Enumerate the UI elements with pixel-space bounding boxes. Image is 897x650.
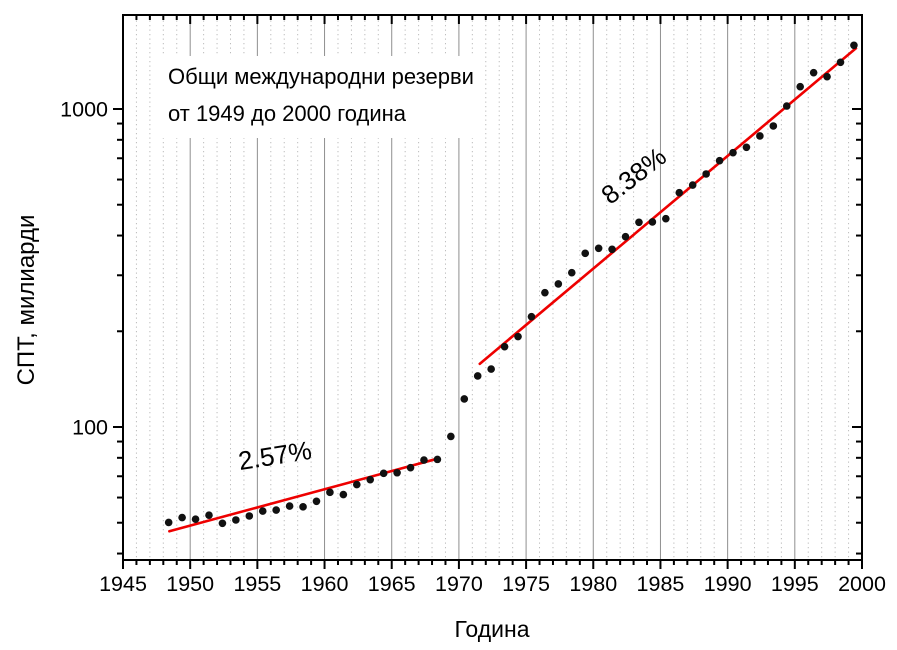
data-point xyxy=(567,268,576,277)
data-point xyxy=(782,102,791,110)
data-point xyxy=(850,41,858,50)
data-point xyxy=(729,148,737,157)
data-point xyxy=(406,463,415,472)
data-point xyxy=(500,342,509,351)
data-point xyxy=(285,502,294,510)
major-gridlines xyxy=(189,16,796,559)
y-tick-label: 100 xyxy=(72,416,108,440)
data-point xyxy=(514,332,522,341)
x-tick-label: 1975 xyxy=(502,572,550,596)
trend-lines xyxy=(168,46,858,533)
x-tick-label: 1945 xyxy=(99,572,147,596)
data-point xyxy=(232,516,240,524)
data-point xyxy=(393,468,401,477)
data-point xyxy=(299,503,307,511)
data-point xyxy=(541,288,549,297)
x-tick-label: 1960 xyxy=(301,572,349,596)
trend-line xyxy=(478,46,858,366)
x-tick-labels: 1945 1950 1955 1960 1965 1970 1975 1980 1985 1990… xyxy=(99,572,886,596)
data-point xyxy=(473,372,482,380)
data-point xyxy=(608,245,616,254)
x-tick-label: 1985 xyxy=(637,572,685,596)
chart-title-line2: от 1949 до 2000 година xyxy=(168,101,407,126)
data-point xyxy=(662,214,670,223)
data-point xyxy=(420,456,428,464)
data-point xyxy=(796,82,804,91)
trend-line xyxy=(168,457,439,533)
data-point xyxy=(272,506,280,514)
data-point xyxy=(178,513,186,522)
data-point xyxy=(756,132,764,140)
data-point xyxy=(836,58,845,67)
data-point xyxy=(635,218,643,227)
data-point xyxy=(581,249,590,258)
x-tick-label: 1950 xyxy=(166,572,214,596)
data-point xyxy=(447,432,455,441)
plot-border xyxy=(122,14,863,561)
data-point xyxy=(379,469,388,478)
data-point xyxy=(621,232,630,241)
data-point xyxy=(769,122,778,130)
y-tick-label: 1000 xyxy=(60,98,108,122)
data-point xyxy=(326,488,334,497)
data-point xyxy=(460,395,469,403)
scatter-points xyxy=(164,41,858,528)
x-tick-label: 1980 xyxy=(569,572,617,596)
x-tick-label: 2000 xyxy=(838,572,886,596)
data-point xyxy=(688,181,697,189)
data-point xyxy=(675,188,684,197)
data-point xyxy=(433,455,442,464)
data-point xyxy=(352,480,361,489)
data-point xyxy=(809,68,818,77)
y-axis-title: СПТ, милиарди xyxy=(13,214,40,386)
x-tick-label: 1965 xyxy=(368,572,416,596)
data-point xyxy=(245,512,254,520)
data-point xyxy=(487,365,495,373)
data-point xyxy=(702,170,710,178)
data-point xyxy=(205,511,213,520)
chart-title-line1: Общи международни резерви xyxy=(168,64,474,89)
data-point xyxy=(164,518,173,527)
x-tick-label: 1955 xyxy=(233,572,281,596)
y-tick-labels: 100 1000 xyxy=(60,98,108,440)
data-point xyxy=(648,218,657,226)
data-point xyxy=(191,515,200,523)
data-point xyxy=(594,244,603,253)
data-point xyxy=(742,143,751,152)
data-point xyxy=(554,280,563,288)
x-tick-label: 1990 xyxy=(704,572,752,596)
x-tick-label: 1995 xyxy=(771,572,819,596)
x-tick-label: 1970 xyxy=(435,572,483,596)
chart-title: Общи международни резерви от 1949 до 200… xyxy=(162,56,484,138)
data-point xyxy=(339,490,348,499)
data-point xyxy=(258,507,267,515)
data-point xyxy=(218,519,227,528)
data-point xyxy=(823,72,831,81)
data-point xyxy=(715,156,724,165)
data-point xyxy=(366,475,375,484)
data-point xyxy=(312,497,321,506)
axis-ticks xyxy=(113,15,863,569)
data-point xyxy=(527,312,536,321)
x-axis-title: Година xyxy=(454,616,530,642)
